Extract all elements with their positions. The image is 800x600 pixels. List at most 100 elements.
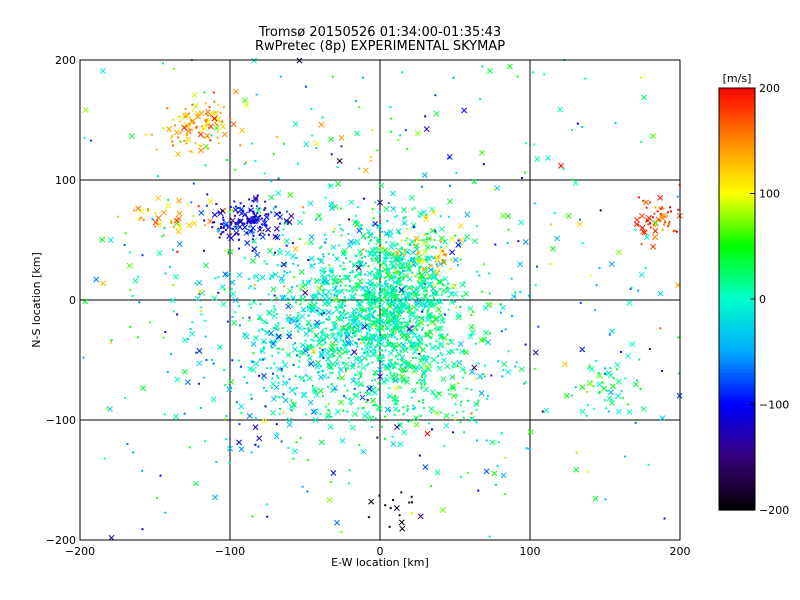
data-point [449, 267, 452, 270]
data-point [290, 399, 293, 402]
data-point [236, 439, 243, 446]
colorbar-segment [719, 495, 755, 501]
colorbar-segment [719, 168, 755, 173]
data-point [275, 190, 282, 196]
data-point [176, 210, 183, 217]
colorbar-segment [719, 450, 755, 455]
data-point [406, 311, 409, 314]
data-point [330, 153, 333, 156]
data-point [217, 211, 220, 214]
data-point [510, 277, 513, 280]
data-point [334, 519, 340, 526]
data-point [579, 346, 586, 353]
data-point [351, 336, 354, 339]
data-point [321, 329, 324, 332]
data-point [237, 359, 240, 362]
data-point [319, 365, 322, 368]
data-point [261, 319, 264, 322]
data-point [516, 75, 519, 78]
data-point [241, 209, 244, 212]
data-point [260, 217, 263, 220]
data-point [486, 397, 489, 400]
data-point [549, 262, 552, 265]
data-point [504, 456, 507, 459]
data-point [592, 385, 595, 388]
data-point [409, 256, 416, 263]
data-point [430, 285, 437, 291]
data-point [339, 264, 342, 267]
data-point [393, 304, 396, 307]
data-point [554, 235, 561, 242]
data-point [382, 356, 385, 359]
data-point [262, 386, 265, 389]
data-point [246, 219, 249, 222]
data-point [273, 253, 276, 256]
data-point [284, 263, 287, 266]
data-point [609, 366, 612, 369]
data-point [374, 251, 377, 254]
data-point [364, 294, 371, 301]
data-point [281, 396, 284, 399]
data-point [374, 284, 377, 287]
data-point [204, 440, 207, 443]
data-point [253, 360, 260, 367]
data-point [275, 296, 278, 299]
data-point [579, 218, 582, 221]
data-point [354, 220, 357, 223]
data-point [360, 285, 367, 292]
data-point [398, 232, 401, 235]
data-point [398, 302, 405, 309]
data-point [381, 315, 384, 318]
data-point [100, 280, 107, 287]
data-point [390, 342, 397, 349]
data-point [470, 314, 473, 317]
data-point [219, 123, 226, 130]
data-point [411, 208, 414, 211]
data-point [376, 353, 383, 360]
data-point [418, 215, 421, 218]
data-point [185, 134, 188, 137]
colorbar-segment [719, 95, 755, 100]
data-point [315, 301, 318, 304]
data-point [469, 416, 475, 423]
data-point [354, 275, 357, 278]
data-point [371, 341, 374, 344]
data-point [420, 274, 423, 277]
data-point [126, 442, 129, 445]
data-point [400, 276, 403, 279]
data-point [429, 344, 436, 351]
data-point [251, 360, 254, 363]
data-point [420, 382, 423, 385]
data-point [401, 269, 404, 272]
data-point [269, 277, 272, 280]
data-point [414, 356, 417, 359]
data-point [351, 262, 358, 269]
data-point [166, 125, 173, 132]
data-point [383, 345, 386, 348]
data-point [328, 318, 331, 321]
data-point [373, 253, 376, 256]
data-point [317, 374, 324, 381]
data-point [284, 250, 291, 257]
data-point [418, 454, 421, 457]
data-point [348, 238, 354, 245]
colorbar-segment [719, 263, 755, 268]
data-point [398, 267, 401, 270]
data-point [438, 288, 441, 291]
data-point [360, 273, 363, 276]
data-point [647, 223, 650, 226]
data-point [313, 278, 320, 284]
data-point [359, 314, 362, 317]
data-point [407, 363, 414, 370]
data-point [266, 247, 273, 254]
data-point [541, 410, 544, 413]
colorbar-segment [719, 376, 755, 381]
data-point [447, 308, 450, 311]
data-point [457, 222, 464, 229]
data-point [267, 233, 270, 236]
data-point [399, 322, 402, 325]
data-point [455, 394, 458, 397]
data-point [161, 235, 164, 238]
data-point [350, 361, 357, 368]
data-point [272, 305, 275, 308]
